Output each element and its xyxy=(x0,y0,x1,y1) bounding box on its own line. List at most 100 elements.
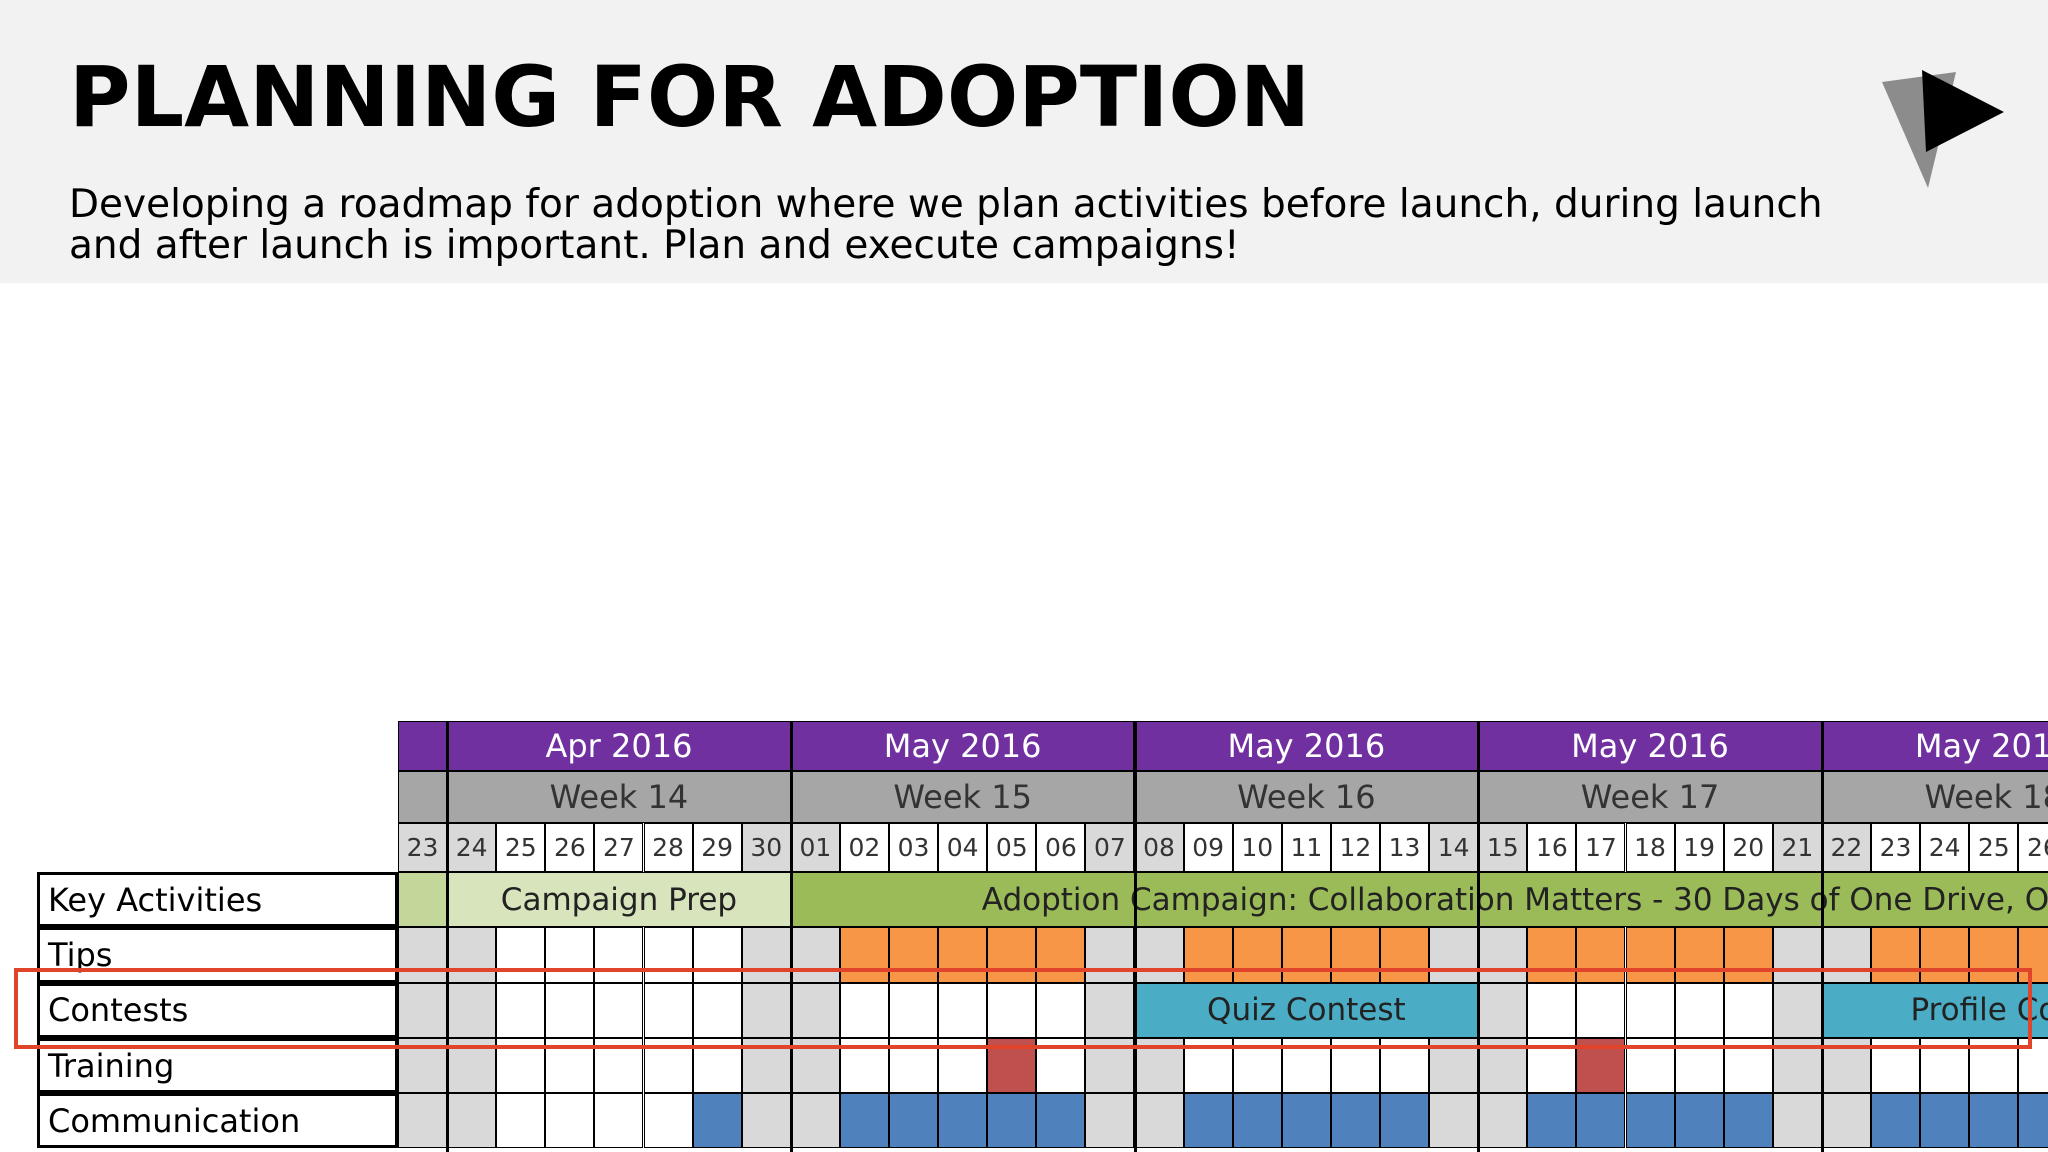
day-cell xyxy=(741,927,791,983)
activity-bar: Campaign Prep xyxy=(447,872,791,928)
month-header: May 2016 xyxy=(1478,721,1822,771)
day-cell xyxy=(1478,1093,1528,1149)
month-header: May 2016 xyxy=(1134,721,1479,771)
row-label: Key Activities xyxy=(37,872,398,928)
day-cell xyxy=(692,1093,742,1149)
activity-bar: Profile Con xyxy=(1821,982,2048,1038)
day-cell xyxy=(1576,982,1626,1038)
day-cell xyxy=(1281,927,1331,983)
activity-bar: Quiz Contest xyxy=(1134,982,1479,1038)
week-header: Week 14 xyxy=(447,771,791,823)
day-cell xyxy=(1723,982,1773,1038)
day-cell xyxy=(1429,1093,1479,1149)
highlight-box xyxy=(14,968,2032,1049)
day-cell xyxy=(643,982,693,1038)
day-cell xyxy=(594,927,644,983)
description: Developing a roadmap for adoption where … xyxy=(69,182,1823,268)
week-separator xyxy=(1133,721,1137,1152)
day-header: 23 xyxy=(1871,823,1921,872)
day-header: 20 xyxy=(1723,823,1773,872)
week-header: Week 17 xyxy=(1478,771,1822,823)
day-cell xyxy=(889,982,939,1038)
day-cell xyxy=(1036,927,1086,983)
day-header: 02 xyxy=(839,823,889,872)
day-header: 14 xyxy=(1429,823,1479,872)
day-cell xyxy=(692,982,742,1038)
day-cell xyxy=(496,927,546,983)
day-cell xyxy=(1920,1093,1970,1149)
day-cell xyxy=(1527,927,1577,983)
day-cell xyxy=(1871,927,1921,983)
day-header: 25 xyxy=(496,823,546,872)
day-cell xyxy=(594,1093,644,1149)
day-header: 09 xyxy=(1183,823,1233,872)
day-cell xyxy=(839,1093,889,1149)
day-cell xyxy=(545,927,595,983)
day-cell xyxy=(1281,1093,1331,1149)
day-cell xyxy=(1085,927,1135,983)
day-cell xyxy=(398,872,448,928)
day-cell xyxy=(545,982,595,1038)
day-cell xyxy=(447,982,497,1038)
day-cell xyxy=(889,1093,939,1149)
day-cell xyxy=(1330,1093,1380,1149)
day-header: 30 xyxy=(741,823,791,872)
day-cell xyxy=(938,927,988,983)
day-cell xyxy=(1920,927,1970,983)
month-header: May 2016 xyxy=(1821,721,2048,771)
week-header: Week 15 xyxy=(790,771,1135,823)
day-header: 26 xyxy=(2018,823,2048,872)
day-cell xyxy=(1085,982,1135,1038)
week-separator xyxy=(1477,721,1481,1152)
day-cell xyxy=(545,1093,595,1149)
week-separator xyxy=(446,721,450,1152)
week-spacer xyxy=(398,771,448,823)
day-cell xyxy=(398,982,448,1038)
month-header: Apr 2016 xyxy=(447,721,791,771)
day-cell xyxy=(1674,1093,1724,1149)
logo xyxy=(1882,70,2004,188)
day-header: 10 xyxy=(1232,823,1282,872)
day-header: 23 xyxy=(398,823,448,872)
day-cell xyxy=(447,1093,497,1149)
day-header: 15 xyxy=(1478,823,1528,872)
day-cell xyxy=(1871,1093,1921,1149)
row-label: Communication xyxy=(37,1093,398,1149)
day-cell xyxy=(2018,927,2048,983)
day-cell xyxy=(1674,927,1724,983)
day-cell xyxy=(1380,927,1430,983)
day-cell xyxy=(889,927,939,983)
day-cell xyxy=(1969,1093,2019,1149)
day-cell xyxy=(1772,982,1822,1038)
day-cell xyxy=(1330,927,1380,983)
day-header: 12 xyxy=(1330,823,1380,872)
day-cell xyxy=(1085,1093,1135,1149)
day-header: 16 xyxy=(1527,823,1577,872)
day-cell xyxy=(1969,927,2019,983)
day-cell xyxy=(1576,927,1626,983)
day-cell xyxy=(1232,1093,1282,1149)
day-cell xyxy=(1723,1093,1773,1149)
day-cell xyxy=(987,982,1037,1038)
day-cell xyxy=(398,1093,448,1149)
day-cell xyxy=(1625,982,1675,1038)
day-cell xyxy=(1625,1093,1675,1149)
week-header: Week 16 xyxy=(1134,771,1479,823)
day-cell xyxy=(938,982,988,1038)
day-cell xyxy=(1036,982,1086,1038)
day-cell xyxy=(1380,1093,1430,1149)
day-header: 28 xyxy=(643,823,693,872)
day-cell xyxy=(594,982,644,1038)
day-cell xyxy=(1576,1093,1626,1149)
day-header: 18 xyxy=(1625,823,1675,872)
day-cell xyxy=(1723,927,1773,983)
day-cell xyxy=(1183,927,1233,983)
day-cell xyxy=(839,982,889,1038)
day-cell xyxy=(496,982,546,1038)
day-cell xyxy=(1478,982,1528,1038)
day-cell xyxy=(741,1093,791,1149)
day-header: 19 xyxy=(1674,823,1724,872)
row-label: Tips xyxy=(37,927,398,983)
day-cell xyxy=(643,1093,693,1149)
day-cell xyxy=(839,927,889,983)
